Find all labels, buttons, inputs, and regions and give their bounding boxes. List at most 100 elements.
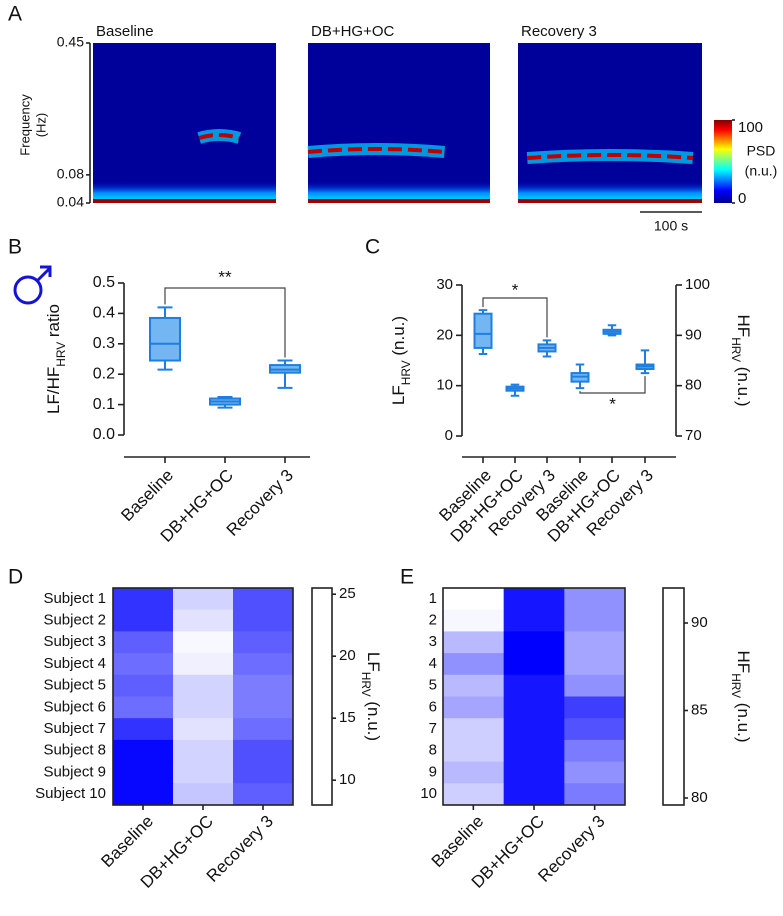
heatmap-cell xyxy=(443,718,505,741)
heatmap-cell xyxy=(173,609,234,632)
row-label: 8 xyxy=(429,742,437,759)
row-label: Subject 4 xyxy=(43,655,106,672)
significance-bracket xyxy=(482,297,548,338)
column-label: Baseline xyxy=(428,812,488,872)
y-tick-label: 0.0 xyxy=(93,426,115,443)
row-label: Subject 5 xyxy=(43,677,106,694)
heatmap-cell xyxy=(564,718,626,741)
row-label: Subject 2 xyxy=(43,612,106,629)
heatmap-cell xyxy=(564,761,626,784)
spectrogram-low xyxy=(308,199,490,203)
heatmap-cell xyxy=(173,653,234,676)
heatmap-cell xyxy=(233,696,294,719)
colorbar-tick-label: 15 xyxy=(339,709,356,726)
whisker-high xyxy=(575,363,585,374)
heatmap-cell xyxy=(503,653,565,676)
colorbar-tick-label: 20 xyxy=(339,647,356,664)
colorbar-tick-label: 100 xyxy=(738,119,763,136)
heatmap-cell xyxy=(113,783,174,806)
heatmap-cell xyxy=(113,674,174,697)
heatmap-cell xyxy=(443,696,505,719)
spectrogram xyxy=(518,43,702,203)
heatmap-cell xyxy=(564,631,626,654)
heatmap-cell xyxy=(113,718,174,741)
spectrogram xyxy=(93,43,276,203)
row-label: Subject 7 xyxy=(43,720,106,737)
heatmap-cell xyxy=(233,588,294,611)
heatmap-cell xyxy=(503,761,565,784)
heatmap-cell xyxy=(503,783,565,806)
heatmap-cell xyxy=(173,588,234,611)
heatmap-cell xyxy=(503,631,565,654)
box-plot xyxy=(570,363,590,390)
heatmap-cell xyxy=(173,696,234,719)
x-tick-label: Baseline xyxy=(117,466,177,526)
y-tick-label: 10 xyxy=(436,377,453,394)
spectrogram-bg xyxy=(308,43,490,203)
box-plot xyxy=(635,349,655,375)
heatmap-cell xyxy=(443,761,505,784)
label-sub: HRV xyxy=(359,672,373,697)
row-label: 4 xyxy=(429,655,437,672)
heatmap-cell xyxy=(443,588,505,611)
heatmap-cell xyxy=(233,609,294,632)
row-label: 3 xyxy=(429,633,437,650)
y-tick-label: 0.2 xyxy=(93,365,115,382)
y-tick-label: 0.45 xyxy=(57,34,84,50)
spectrogram-glow xyxy=(93,181,276,201)
label-part: (n.u.) xyxy=(734,362,753,406)
whisker-low xyxy=(157,360,173,371)
colorbar-tick-label: 80 xyxy=(691,789,708,806)
box-plot xyxy=(537,339,557,358)
label-sub: HRV xyxy=(399,360,413,385)
heatmap-cell xyxy=(564,783,626,806)
row-label: 2 xyxy=(429,612,437,629)
label-part: LF xyxy=(389,385,408,405)
heatmap-cell xyxy=(173,718,234,741)
spectrogram-band xyxy=(307,147,445,154)
column-label: Baseline xyxy=(97,812,157,872)
y-axis-label: (Hz) xyxy=(33,113,48,138)
heatmap-cell xyxy=(113,653,174,676)
spectrogram-band xyxy=(198,133,240,140)
box-plot xyxy=(269,359,301,389)
heatmap-cell xyxy=(233,653,294,676)
y-tick-label: 0.1 xyxy=(93,396,115,413)
box-plot xyxy=(473,309,493,355)
panel-label: E xyxy=(400,566,414,589)
heatmap-cell xyxy=(564,696,626,719)
label-sub: HRV xyxy=(729,337,743,362)
heatmap-cell xyxy=(443,653,505,676)
y-tick-label: 0.3 xyxy=(93,335,115,352)
y-axis-label: LFHRV (n.u.) xyxy=(389,316,413,405)
significance-label: * xyxy=(512,280,519,299)
heatmap-cell xyxy=(233,783,294,806)
heatmap-cell xyxy=(503,718,565,741)
label-part: (n.u.) xyxy=(364,697,383,741)
heatmap-cell xyxy=(503,739,565,763)
row-label: 10 xyxy=(420,785,437,802)
row-label: 6 xyxy=(429,698,437,715)
heatmap-cell xyxy=(173,761,234,784)
heatmap-cell xyxy=(233,718,294,741)
row-label: Subject 6 xyxy=(43,698,106,715)
spectrogram-title: Recovery 3 xyxy=(521,23,597,40)
panel-label: A xyxy=(8,3,22,26)
y-tick-label: 0.04 xyxy=(57,194,84,210)
colorbar-tick-label: 85 xyxy=(691,701,708,718)
row-label: Subject 10 xyxy=(35,785,106,802)
colorbar xyxy=(714,120,732,203)
heatmap-cell xyxy=(173,783,234,806)
row-label: 1 xyxy=(429,590,437,607)
heatmap-cell xyxy=(564,739,626,763)
heatmap-cell xyxy=(503,696,565,719)
heatmap-cell xyxy=(173,739,234,763)
whisker-low xyxy=(478,347,488,355)
heatmap-cell xyxy=(113,631,174,654)
colorbar-label: HFHRV (n.u.) xyxy=(729,651,753,743)
heatmap-cell xyxy=(113,588,174,611)
y-tick-label: 0 xyxy=(445,427,453,444)
heatmap-cell xyxy=(113,609,174,632)
spectrogram-glow xyxy=(518,181,702,201)
